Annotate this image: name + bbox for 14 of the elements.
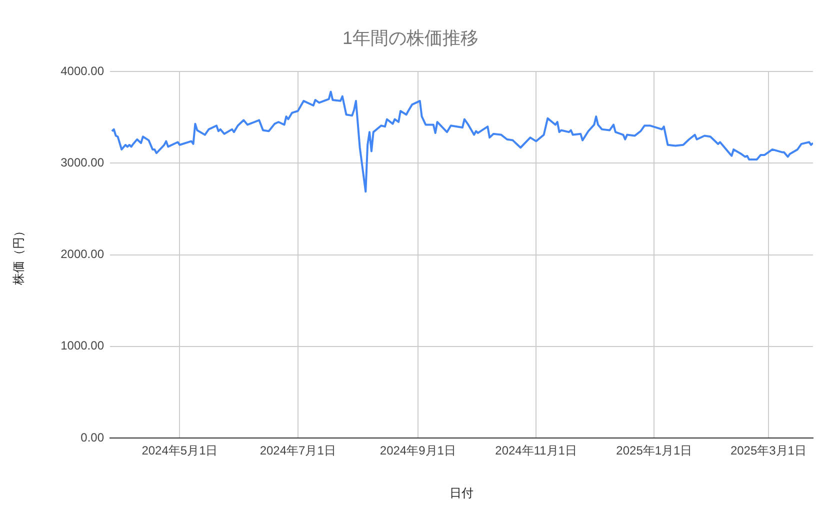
x-tick-label: 2024年5月1日 — [142, 444, 218, 458]
chart-title: 1年間の株価推移 — [342, 28, 479, 48]
y-tick-label: 2000.00 — [60, 247, 104, 262]
x-tick-label: 2024年11月1日 — [495, 444, 577, 458]
x-tick-label: 2025年3月1日 — [730, 444, 806, 458]
y-tick-label: 0.00 — [80, 430, 104, 444]
y-axis-title: 株価（円） — [12, 224, 26, 286]
x-tick-label: 2025年1月1日 — [616, 444, 692, 458]
y-tick-label: 1000.00 — [60, 338, 104, 353]
x-tick-label: 2024年7月1日 — [260, 444, 336, 458]
y-tick-label: 4000.00 — [60, 64, 104, 78]
x-tick-label: 2024年9月1日 — [380, 444, 456, 458]
x-axis-title: 日付 — [450, 486, 474, 500]
y-tick-label: 3000.00 — [60, 156, 104, 170]
